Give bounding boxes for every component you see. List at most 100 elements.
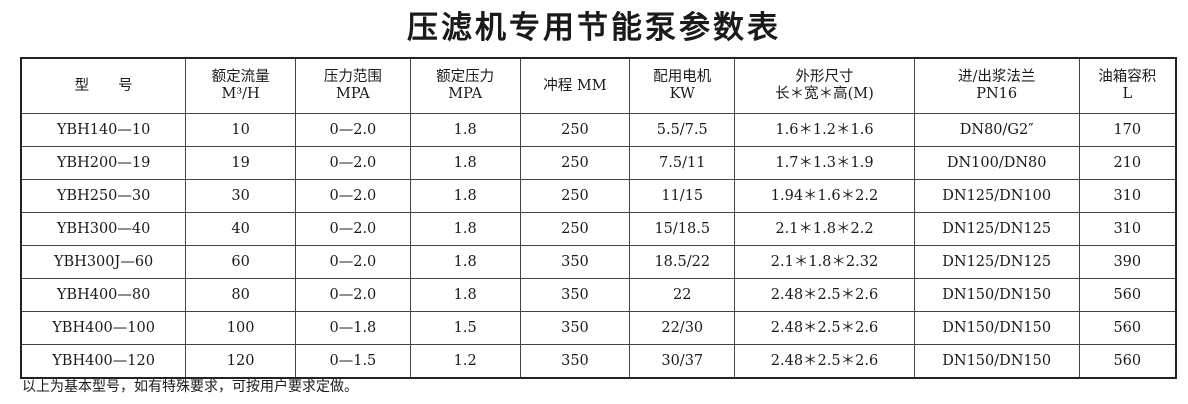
- header-unit: L: [1122, 86, 1133, 102]
- table-cell: 350: [519, 344, 631, 379]
- table-cell: 390: [1078, 245, 1177, 279]
- header-label: 配用电机: [653, 69, 712, 85]
- table-cell: 60: [185, 245, 297, 279]
- table-cell: DN125/DN100: [913, 179, 1080, 213]
- table-cell: DN125/DN125: [913, 212, 1080, 246]
- table-cell: 22/30: [629, 311, 736, 345]
- table-cell: DN150/DN150: [913, 311, 1080, 345]
- table-cell: 1.94＊1.6＊2.2: [734, 179, 915, 213]
- table-cell: 7.5/11: [629, 146, 736, 180]
- table-cell: 2.48＊2.5＊2.6: [734, 311, 915, 345]
- table-cell: 560: [1078, 278, 1177, 312]
- table-cell: 1.8: [409, 146, 521, 180]
- table-cell: 560: [1078, 311, 1177, 345]
- header-unit: PN16: [976, 86, 1018, 102]
- table-row: YBH400—100 100 0—1.8 1.5 350 22/30 2.48＊2.5＊2.…: [20, 311, 1177, 345]
- table-cell: DN150/DN150: [913, 344, 1080, 379]
- header-unit: MPA: [448, 86, 483, 102]
- table-cell: 250: [519, 179, 631, 213]
- table-cell: 22: [629, 278, 736, 312]
- table-cell: 560: [1078, 344, 1177, 379]
- table-cell: DN125/DN125: [913, 245, 1080, 279]
- column-header: 外形尺寸 长＊宽＊高(M): [734, 57, 915, 114]
- table-row: YBH400—120 120 0—1.5 1.2 350 30/37 2.48＊2.5＊2.…: [20, 344, 1177, 379]
- table-cell: 19: [185, 146, 297, 180]
- page-title: 压滤机专用节能泵参数表: [407, 10, 781, 46]
- table-cell: 250: [519, 113, 631, 147]
- table-cell: 2.1＊1.8＊2.2: [734, 212, 915, 246]
- column-header: 额定压力 MPA: [409, 57, 521, 114]
- column-header: 型 号: [20, 57, 187, 114]
- header-label: 压力范围: [323, 69, 382, 85]
- table-cell: 2.1＊1.8＊2.32: [734, 245, 915, 279]
- table-cell: 15/18.5: [629, 212, 736, 246]
- table-cell: 80: [185, 278, 297, 312]
- table-cell: 1.6＊1.2＊1.6: [734, 113, 915, 147]
- table-cell: DN150/DN150: [913, 278, 1080, 312]
- table-header-row: 型 号额定流量 M³/H 压力范围 MPA 额定压力 MPA 冲程 MM 配用电机 KW 外形尺寸…: [20, 57, 1177, 114]
- table-cell: YBH400—80: [20, 278, 187, 312]
- table-cell: 250: [519, 146, 631, 180]
- header-label: 额定流量: [211, 69, 270, 85]
- table-cell: DN80/G2″: [913, 113, 1080, 147]
- table-cell: 0—2.0: [295, 179, 411, 213]
- table-cell: 1.5: [409, 311, 521, 345]
- table-cell: YBH140—10: [20, 113, 187, 147]
- column-header: 冲程 MM: [519, 57, 631, 114]
- table-row: YBH300—40 40 0—2.0 1.8 250 15/18.5 2.1＊1.8＊2.2…: [20, 212, 1177, 246]
- table-cell: 30/37: [629, 344, 736, 379]
- header-unit: M³/H: [221, 86, 260, 102]
- header-label: 冲程 MM: [543, 77, 607, 94]
- header-label: 油箱容积: [1098, 69, 1157, 85]
- table-cell: 310: [1078, 212, 1177, 246]
- table-cell: 210: [1078, 146, 1177, 180]
- table-cell: 250: [519, 212, 631, 246]
- table-cell: YBH400—100: [20, 311, 187, 345]
- table-cell: 310: [1078, 179, 1177, 213]
- table-cell: 5.5/7.5: [629, 113, 736, 147]
- header-unit: 长＊宽＊高(M): [775, 86, 874, 102]
- table-cell: 1.2: [409, 344, 521, 379]
- table-cell: 0—2.0: [295, 245, 411, 279]
- table-cell: 40: [185, 212, 297, 246]
- table-cell: YBH250—30: [20, 179, 187, 213]
- table-cell: 11/15: [629, 179, 736, 213]
- table-row: YBH200—19 19 0—2.0 1.8 250 7.5/11 1.7＊1.3＊1.9 D…: [20, 146, 1177, 180]
- table-cell: YBH200—19: [20, 146, 187, 180]
- table-cell: 1.8: [409, 179, 521, 213]
- table-cell: 100: [185, 311, 297, 345]
- table-cell: 1.8: [409, 245, 521, 279]
- header-unit: MPA: [336, 86, 370, 102]
- table-cell: 10: [185, 113, 297, 147]
- table-cell: 350: [519, 245, 631, 279]
- table-cell: 30: [185, 179, 297, 213]
- table-row: YBH250—30 30 0—2.0 1.8 250 11/15 1.94＊1.6＊2.2 D…: [20, 179, 1177, 213]
- column-header: 油箱容积 L: [1078, 57, 1177, 114]
- header-label: 型 号: [74, 77, 133, 94]
- table-cell: 1.7＊1.3＊1.9: [734, 146, 915, 180]
- column-header: 配用电机 KW: [629, 57, 736, 114]
- table-cell: 0—1.5: [295, 344, 411, 379]
- footnote: 以上为基本型号，如有特殊要求，可按用户要求定做。: [22, 379, 358, 395]
- column-header: 压力范围 MPA: [295, 57, 411, 114]
- table-cell: 1.8: [409, 212, 521, 246]
- header-unit: KW: [669, 86, 695, 102]
- header-label: 外形尺寸: [795, 69, 854, 85]
- column-header: 额定流量 M³/H: [185, 57, 297, 114]
- table-cell: YBH300—40: [20, 212, 187, 246]
- table-cell: 170: [1078, 113, 1177, 147]
- table-cell: 0—2.0: [295, 146, 411, 180]
- table-cell: YBH300J—60: [20, 245, 187, 279]
- table-cell: YBH400—120: [20, 344, 187, 379]
- table-cell: DN100/DN80: [913, 146, 1080, 180]
- column-header: 进/出浆法兰 PN16: [913, 57, 1080, 114]
- table-row: YBH140—10 10 0—2.0 1.8 250 5.5/7.5 1.6＊1.2＊1.6…: [20, 113, 1177, 147]
- table-row: YBH400—80 80 0—2.0 1.8 350 22 2.48＊2.5＊2.6 DN15…: [20, 278, 1177, 312]
- table-cell: 2.48＊2.5＊2.6: [734, 344, 915, 379]
- table-cell: 350: [519, 278, 631, 312]
- table-cell: 0—2.0: [295, 113, 411, 147]
- table-cell: 18.5/22: [629, 245, 736, 279]
- header-label: 额定压力: [436, 69, 495, 85]
- table-cell: 2.48＊2.5＊2.6: [734, 278, 915, 312]
- table-cell: 1.8: [409, 278, 521, 312]
